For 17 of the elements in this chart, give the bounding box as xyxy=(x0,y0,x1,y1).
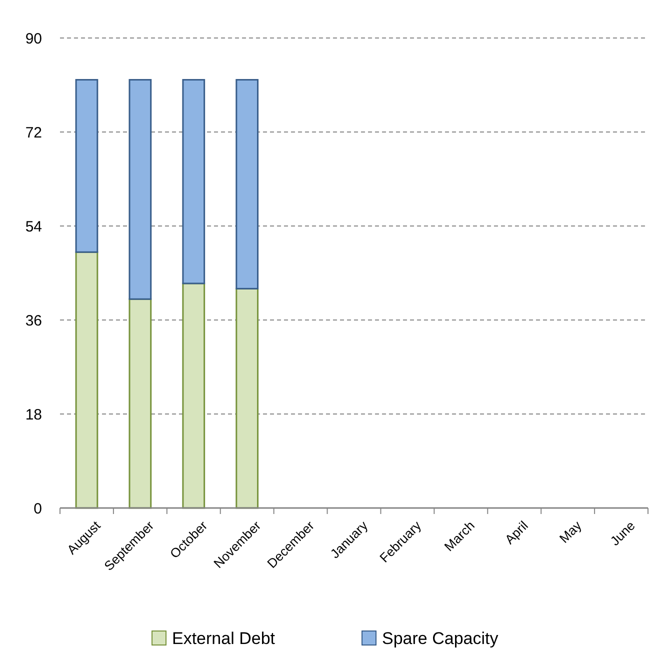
bar xyxy=(236,79,259,290)
bar xyxy=(75,79,98,253)
legend-label: Spare Capacity xyxy=(382,628,499,648)
x-tick-label: May xyxy=(556,518,585,546)
bar xyxy=(128,298,152,509)
bar xyxy=(236,288,259,509)
bar xyxy=(182,282,206,509)
y-tick-label: 90 xyxy=(25,30,42,48)
y-tick-label: 18 xyxy=(25,406,42,424)
bar xyxy=(128,79,152,300)
y-tick-label: 36 xyxy=(25,312,42,330)
y-tick-label: 54 xyxy=(25,218,42,236)
bar xyxy=(75,251,98,509)
bar xyxy=(182,79,206,284)
y-tick-label: 72 xyxy=(25,124,42,142)
y-tick-label: 0 xyxy=(34,500,42,518)
legend-label: External Debt xyxy=(172,628,276,648)
